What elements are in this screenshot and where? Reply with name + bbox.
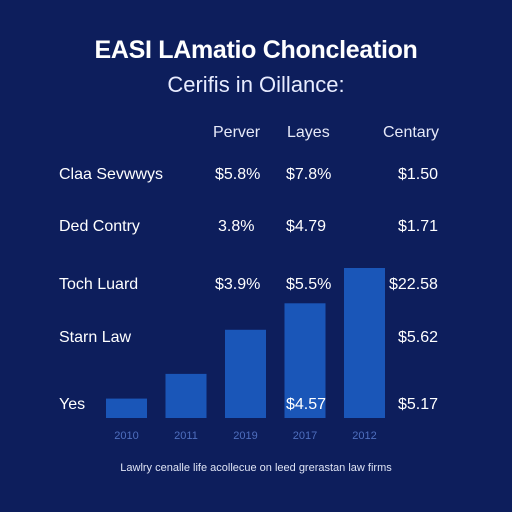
cell-r5-c2: $4.57 — [286, 396, 327, 413]
x-tick-label-2010: 2010 — [114, 430, 138, 442]
row-label-5: Yes — [59, 396, 86, 413]
cell-r1-c3: $1.50 — [398, 166, 439, 183]
row-label-4: Starn Law — [59, 329, 132, 346]
row-label-1: Claa Sevwwys — [59, 166, 164, 183]
bar-2019 — [225, 329, 266, 418]
bar-2012 — [344, 268, 385, 418]
cell-r3-c3: $22.58 — [389, 276, 438, 293]
cell-r3-c2: $5.5% — [286, 276, 332, 293]
cell-r5-c3: $5.17 — [398, 396, 439, 413]
bar-2011 — [165, 373, 207, 418]
chart-subtitle: Cerifis in Oillance: — [167, 72, 345, 97]
bar-2017 — [284, 303, 326, 418]
cell-r1-c1: $5.8% — [215, 166, 261, 183]
column-header-centary: Centary — [383, 124, 440, 141]
chart-title: EASI LAmatio Choncleation — [94, 36, 418, 64]
row-label-3: Toch Luard — [59, 276, 139, 293]
cell-r3-c1: $3.9% — [215, 276, 261, 293]
bar-2010 — [106, 398, 147, 418]
x-tick-label-2017: 2017 — [293, 430, 317, 442]
cell-r2-c1: 3.8% — [218, 218, 255, 235]
x-tick-label-2011: 2011 — [174, 430, 198, 442]
x-tick-label-2019: 2019 — [233, 430, 257, 442]
x-tick-label-2012: 2012 — [352, 430, 376, 442]
column-header-perver: Perver — [213, 124, 261, 141]
cell-r4-c3: $5.62 — [398, 329, 439, 346]
cell-r2-c3: $1.71 — [398, 218, 439, 235]
cell-r1-c2: $7.8% — [286, 166, 332, 183]
row-label-2: Ded Contry — [59, 218, 140, 235]
column-header-layes: Layes — [287, 124, 330, 141]
cell-r2-c2: $4.79 — [286, 218, 327, 235]
footnote: Lawlry cenalle life acollecue on leed gr… — [120, 462, 392, 474]
